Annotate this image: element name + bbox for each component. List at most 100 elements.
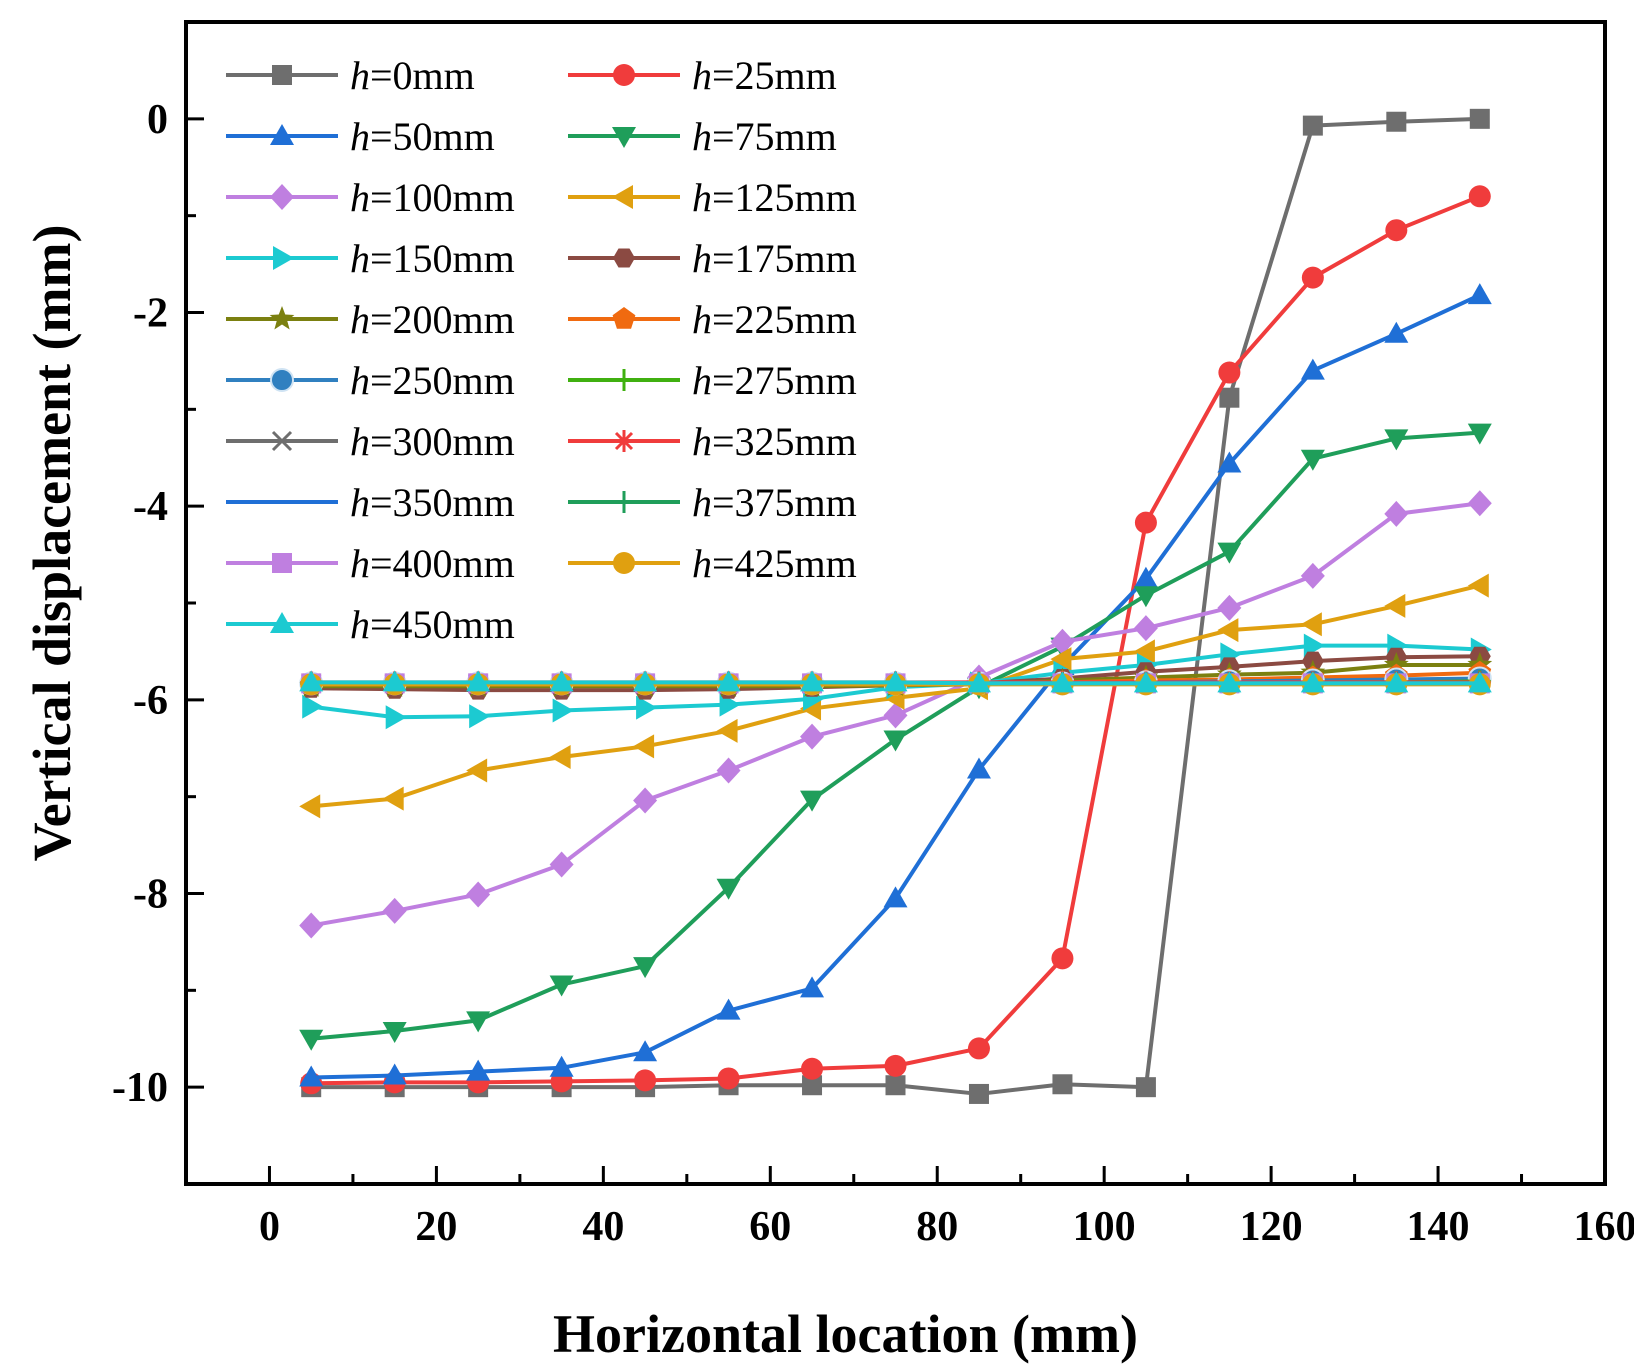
data-point bbox=[800, 723, 825, 750]
data-point bbox=[1218, 361, 1241, 384]
data-point bbox=[883, 702, 908, 729]
legend-label: h=75mm bbox=[692, 114, 837, 159]
data-point bbox=[299, 912, 324, 939]
data-point bbox=[1384, 429, 1409, 451]
data-point bbox=[801, 1057, 824, 1080]
y-tick-label: -4 bbox=[133, 484, 168, 530]
axes-layer: 0 20 40 60 80 100 120 140 160 0 -2 -4 -6 -8 -10 bbox=[112, 20, 1634, 1250]
y-tick-label: -10 bbox=[112, 1065, 168, 1111]
data-point bbox=[802, 1075, 823, 1096]
data-point bbox=[1300, 612, 1322, 637]
data-point bbox=[1302, 115, 1323, 136]
legend-label: h=225mm bbox=[692, 297, 857, 342]
data-point bbox=[1300, 562, 1325, 589]
legend-marker bbox=[613, 248, 635, 268]
data-point bbox=[549, 1055, 574, 1077]
legend-label: h=25mm bbox=[692, 53, 837, 98]
data-point bbox=[800, 790, 825, 812]
data-point bbox=[466, 881, 491, 908]
data-point bbox=[633, 670, 658, 692]
data-point bbox=[633, 734, 655, 759]
data-point bbox=[883, 670, 908, 692]
data-point bbox=[299, 1065, 324, 1087]
data-point bbox=[968, 1083, 989, 1104]
legend-label: h=100mm bbox=[350, 175, 515, 220]
x-tick-label: 80 bbox=[916, 1204, 958, 1250]
legend-marker bbox=[613, 369, 635, 391]
data-point bbox=[1217, 671, 1242, 693]
x-tick-label: 0 bbox=[259, 1204, 280, 1250]
data-point bbox=[1300, 671, 1325, 693]
data-point bbox=[302, 694, 324, 719]
data-point bbox=[716, 757, 741, 784]
data-point bbox=[1050, 647, 1072, 672]
series-layer bbox=[298, 108, 1493, 1104]
legend-item: h=50mm bbox=[226, 114, 495, 159]
data-point bbox=[1133, 566, 1158, 588]
data-point bbox=[716, 998, 741, 1020]
data-point bbox=[1135, 1077, 1156, 1098]
data-point bbox=[1301, 266, 1324, 289]
x-tick-label: 20 bbox=[415, 1204, 457, 1250]
data-point bbox=[1467, 423, 1492, 445]
data-point bbox=[466, 670, 491, 692]
y-tick-label: -2 bbox=[133, 291, 168, 337]
data-point bbox=[549, 851, 574, 878]
data-point bbox=[382, 786, 404, 811]
legend-label: h=375mm bbox=[692, 480, 857, 525]
legend-item: h=425mm bbox=[568, 541, 857, 586]
data-point bbox=[1384, 593, 1406, 618]
data-point bbox=[385, 705, 407, 730]
legend-item: h=175mm bbox=[568, 236, 857, 281]
data-point bbox=[299, 794, 321, 819]
legend-label: h=325mm bbox=[692, 419, 857, 464]
legend-label: h=350mm bbox=[350, 480, 515, 525]
legend-item: h=300mm bbox=[226, 419, 515, 464]
legend-item: h=200mm bbox=[226, 297, 515, 342]
data-point bbox=[1467, 573, 1489, 598]
legend-marker bbox=[612, 307, 636, 329]
legend-label: h=200mm bbox=[350, 297, 515, 342]
legend-item: h=375mm bbox=[568, 480, 857, 525]
legend-item: h=250mm bbox=[226, 358, 515, 403]
legend-label: h=450mm bbox=[350, 602, 515, 647]
data-point bbox=[382, 670, 407, 692]
legend-item: h=450mm bbox=[226, 602, 515, 647]
x-tick-label: 120 bbox=[1240, 1204, 1303, 1250]
y-tick-label: -8 bbox=[133, 872, 168, 918]
legend-label: h=0mm bbox=[350, 53, 475, 98]
data-point bbox=[549, 670, 574, 692]
data-point bbox=[633, 957, 658, 979]
data-point bbox=[883, 730, 908, 752]
legend-item: h=75mm bbox=[568, 114, 837, 159]
data-point bbox=[1133, 639, 1155, 664]
data-point bbox=[382, 1063, 407, 1085]
legend-label: h=300mm bbox=[350, 419, 515, 464]
legend-marker bbox=[613, 552, 635, 574]
x-tick-label: 160 bbox=[1574, 1204, 1634, 1250]
legend-item: h=325mm bbox=[568, 419, 857, 464]
data-point bbox=[382, 897, 407, 924]
series-4 bbox=[299, 423, 1492, 1051]
legend-marker bbox=[270, 184, 294, 210]
data-point bbox=[549, 744, 571, 769]
legend-item: h=400mm bbox=[226, 541, 515, 586]
data-point bbox=[1384, 671, 1409, 693]
data-point bbox=[1133, 671, 1158, 693]
data-point bbox=[549, 975, 574, 997]
legend-label: h=275mm bbox=[692, 358, 857, 403]
data-point bbox=[1385, 219, 1408, 242]
x-tick-label: 140 bbox=[1407, 1204, 1470, 1250]
data-point bbox=[800, 976, 825, 998]
data-point bbox=[1384, 321, 1409, 343]
data-point bbox=[1134, 511, 1157, 534]
legend-marker bbox=[271, 430, 293, 452]
legend-label: h=425mm bbox=[692, 541, 857, 586]
data-point bbox=[634, 1069, 657, 1092]
data-point bbox=[716, 718, 738, 743]
data-point bbox=[966, 757, 991, 779]
data-point bbox=[1217, 618, 1239, 643]
legend-label: h=125mm bbox=[692, 175, 857, 220]
data-point bbox=[552, 698, 574, 723]
legend-marker bbox=[613, 64, 635, 86]
